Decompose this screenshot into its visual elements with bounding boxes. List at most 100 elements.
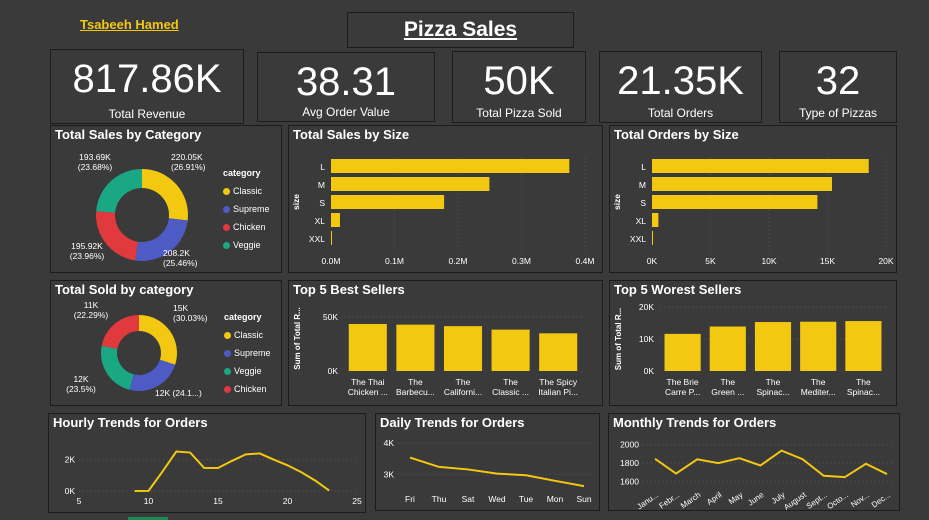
kpi-value: 50K <box>483 59 555 103</box>
panel-title: Monthly Trends for Orders <box>613 415 777 430</box>
x-tick-label: Fri <box>405 494 415 504</box>
bar <box>652 231 653 245</box>
panel-title: Total Sales by Category <box>55 127 202 142</box>
data-label: (25.46%) <box>163 258 198 268</box>
panel-title: Top 5 Best Sellers <box>293 282 405 297</box>
kpi-total-orders[interactable]: 21.35K Total Orders <box>599 51 762 123</box>
x-tick-label: Sun <box>576 494 591 504</box>
y-tick-label: 2K <box>65 455 76 465</box>
orders-by-size-panel[interactable]: Total Orders by Size 0K 5K 10K 15K 20K L M S XL X… <box>609 125 897 273</box>
monthly-trends-panel[interactable]: Monthly Trends for Orders 1600 1800 2000 Ja… <box>608 413 900 512</box>
legend-dot <box>224 350 231 358</box>
kpi-type-of-pizzas[interactable]: 32 Type of Pizzas <box>779 51 897 123</box>
kpi-value: 32 <box>815 59 861 103</box>
author-name: Tsabeeh Hamed <box>80 17 179 32</box>
legend-label: Classic <box>233 186 263 196</box>
bar <box>652 159 869 173</box>
x-tick-label: Barbecu... <box>396 387 435 397</box>
panel-title: Hourly Trends for Orders <box>53 415 208 430</box>
bar <box>800 321 837 371</box>
y-tick-label: 2000 <box>620 440 639 450</box>
x-tick-label: The <box>503 377 518 387</box>
best-sellers-panel[interactable]: Top 5 Best Sellers 0K 50K The Thai Chicken … <box>288 280 603 406</box>
legend-item: Supreme <box>224 344 271 362</box>
data-label: 193.69K <box>79 152 111 162</box>
x-tick-label: 5 <box>77 496 82 506</box>
x-tick-label: The <box>720 377 735 387</box>
y-axis-title: Sum of Total R... <box>614 308 623 371</box>
series-line <box>409 456 585 488</box>
y-tick-label: 20K <box>639 302 654 312</box>
kpi-total-revenue[interactable]: 817.86K Total Revenue <box>50 49 244 124</box>
bar <box>348 323 387 371</box>
bar <box>652 177 833 191</box>
x-tick-label: Californi... <box>444 387 482 397</box>
sales-by-category-panel[interactable]: Total Sales by Category 220.05K (26.91%) 2… <box>50 125 282 273</box>
kpi-value: 817.86K <box>72 57 222 101</box>
x-tick-label: Mediter... <box>801 387 836 397</box>
y-tick-label: 50K <box>323 312 338 322</box>
y-tick-label: S <box>319 198 325 208</box>
data-label: 11K <box>84 300 99 310</box>
x-tick-label: Thu <box>432 494 447 504</box>
legend-dot <box>223 224 230 232</box>
legend-item: Classic <box>224 326 271 344</box>
x-tick-label: June <box>746 490 766 508</box>
data-label: 12K (24.1...) <box>155 388 202 398</box>
y-tick-label: 4K <box>384 438 395 448</box>
x-tick-label: The <box>856 377 871 387</box>
x-tick-label: The Brie <box>667 377 699 387</box>
x-tick-label: 20 <box>283 496 293 506</box>
x-tick-label: May <box>727 490 745 506</box>
x-tick-label: 0K <box>647 256 658 266</box>
category-legend: category Classic Supreme Chicken Veggie <box>223 164 270 254</box>
panel-title: Total Orders by Size <box>614 127 739 142</box>
legend-label: Chicken <box>234 384 267 394</box>
legend-label: Veggie <box>233 240 261 250</box>
x-tick-label: 0.0M <box>322 256 341 266</box>
y-axis-title: Sum of Total R... <box>293 307 302 370</box>
x-tick-label: Sat <box>462 494 475 504</box>
daily-trends-chart: 3K 4K Fri Thu Sat Wed Tue Mon Sun <box>384 438 592 504</box>
y-tick-label: 0K <box>328 366 339 376</box>
y-tick-label: L <box>320 162 325 172</box>
sold-by-category-panel[interactable]: Total Sold by category 15K (30.03%) 12K (2… <box>50 280 282 406</box>
bar <box>754 322 792 371</box>
panel-title: Top 5 Worest Sellers <box>614 282 742 297</box>
x-tick-label: Tue <box>519 494 534 504</box>
bar <box>331 195 445 209</box>
donut-slice <box>101 315 139 349</box>
series-line <box>654 449 888 479</box>
kpi-avg-order-value[interactable]: 38.31 Avg Order Value <box>257 52 435 122</box>
legend-label: Classic <box>234 330 264 340</box>
kpi-value: 38.31 <box>295 60 397 104</box>
x-tick-label: 0.2M <box>449 256 468 266</box>
x-tick-label: Sept... <box>805 490 829 511</box>
sales-by-size-panel[interactable]: Total Sales by Size 0.0M 0.1M 0.2M 0.3M 0.4M… <box>288 125 603 273</box>
hourly-trends-panel[interactable]: Hourly Trends for Orders 0K 2K 5 10 15 20 25 <box>48 413 366 513</box>
legend-item: Classic <box>223 182 270 200</box>
x-tick-label: Spinac... <box>847 387 880 397</box>
daily-trends-panel[interactable]: Daily Trends for Orders 3K 4K Fri Thu Sat Wed… <box>375 413 600 511</box>
legend-dot <box>223 206 230 214</box>
kpi-total-pizza-sold[interactable]: 50K Total Pizza Sold <box>452 51 586 123</box>
x-tick-label: The <box>456 377 471 387</box>
data-label: 12K <box>73 374 88 384</box>
donut-slice <box>135 218 188 261</box>
data-label: 220.05K <box>171 152 203 162</box>
panel-title: Daily Trends for Orders <box>380 415 525 430</box>
y-tick-label: 0K <box>65 486 76 496</box>
data-label: (22.29%) <box>74 310 109 320</box>
legend-dot <box>224 368 231 376</box>
category-legend: category Classic Supreme Veggie Chicken <box>224 308 271 398</box>
donut-slice <box>101 345 134 390</box>
sold-by-category-donut: 15K(30.03%) 12K (24.1...) 12K(23.5%) 11K(22… <box>66 300 208 398</box>
donut-slice <box>96 169 142 213</box>
worst-sellers-panel[interactable]: Top 5 Worest Sellers 0K 10K 20K The Brie Car… <box>609 280 897 406</box>
bar <box>331 231 332 245</box>
bar <box>331 159 570 173</box>
bar <box>396 324 435 371</box>
orders-by-size-chart: 0K 5K 10K 15K 20K LMS XL XXL size <box>612 158 894 266</box>
x-tick-label: August <box>782 490 808 512</box>
legend-item: Veggie <box>224 362 271 380</box>
